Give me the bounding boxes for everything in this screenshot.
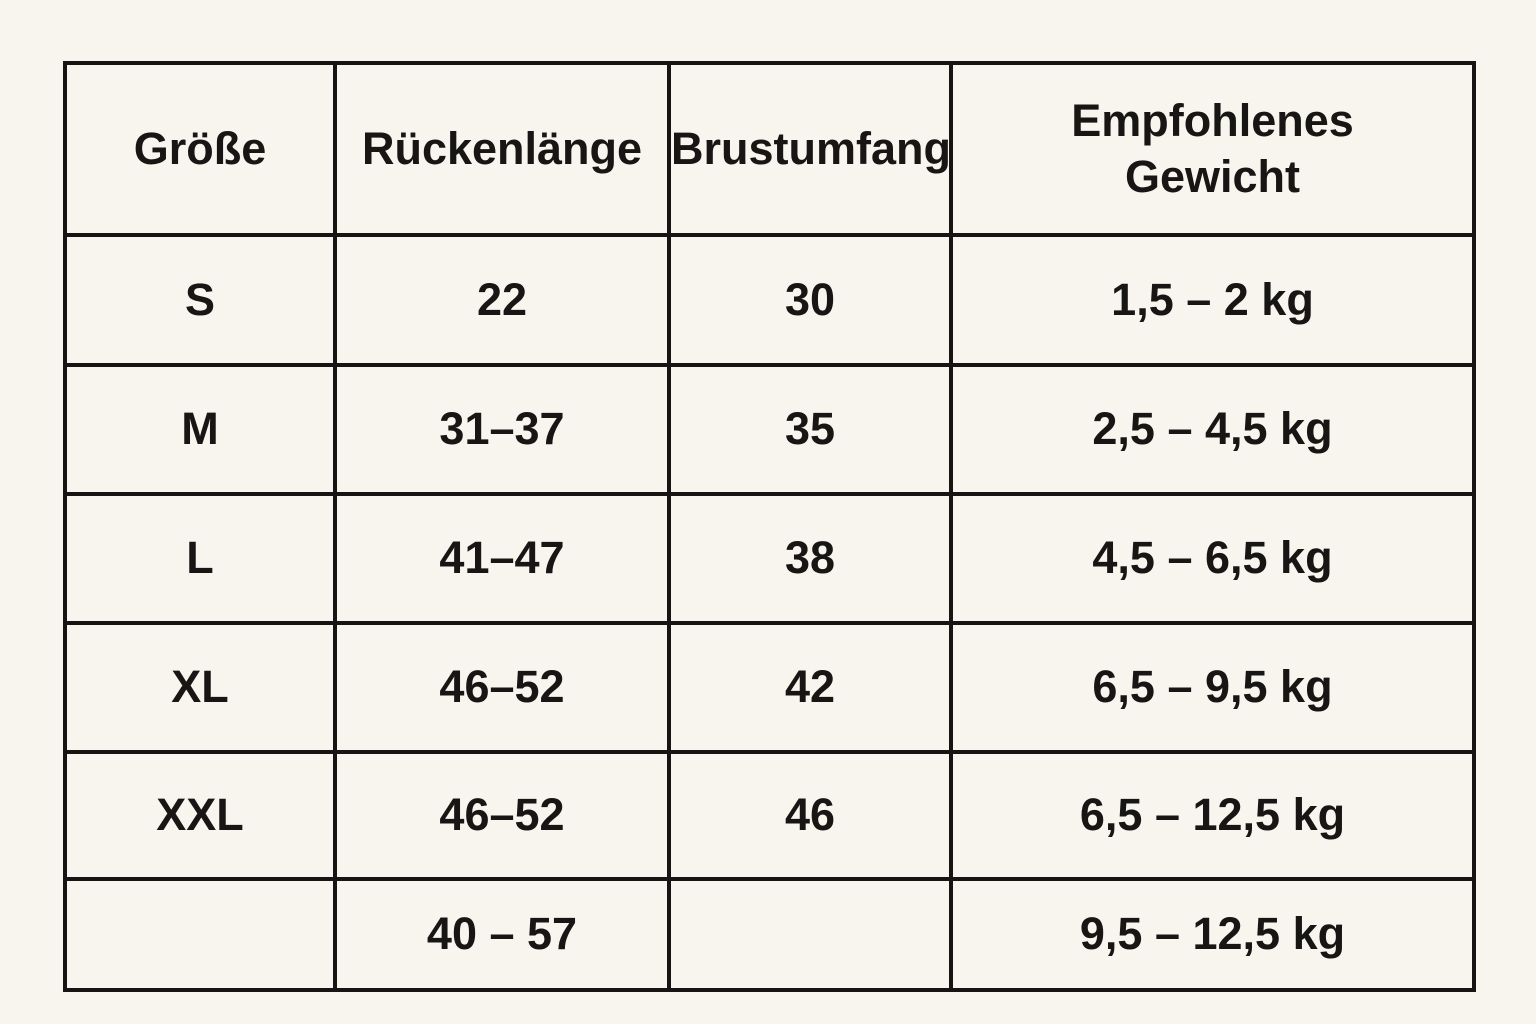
column-header-size: Größe xyxy=(63,61,337,237)
back-length-cell: 41–47 xyxy=(333,492,671,625)
size-cell: XXL xyxy=(63,750,337,881)
weight-cell: 2,5 – 4,5 kg xyxy=(949,363,1476,496)
size-cell: L xyxy=(63,492,337,625)
column-header-back-length: Rückenlänge xyxy=(333,61,671,237)
weight-cell: 6,5 – 12,5 kg xyxy=(949,750,1476,881)
table-row-last: 40 – 57 9,5 – 12,5 kg xyxy=(63,877,1476,992)
size-cell xyxy=(63,877,337,992)
chest-cell: 42 xyxy=(667,621,953,754)
size-chart-table: Größe Rückenlänge Brustumfang Empfohlene… xyxy=(63,61,1476,992)
table-row-s: S 22 30 1,5 – 2 kg xyxy=(63,233,1476,367)
table-row-xxl: XXL 46–52 46 6,5 – 12,5 kg xyxy=(63,750,1476,881)
table-row-xl: XL 46–52 42 6,5 – 9,5 kg xyxy=(63,621,1476,754)
table-row-l: L 41–47 38 4,5 – 6,5 kg xyxy=(63,492,1476,625)
chest-cell: 30 xyxy=(667,233,953,367)
back-length-cell: 46–52 xyxy=(333,750,671,881)
size-cell: S xyxy=(63,233,337,367)
back-length-cell: 46–52 xyxy=(333,621,671,754)
chest-cell: 46 xyxy=(667,750,953,881)
size-cell: XL xyxy=(63,621,337,754)
weight-cell: 9,5 – 12,5 kg xyxy=(949,877,1476,992)
back-length-cell: 31–37 xyxy=(333,363,671,496)
table-row-m: M 31–37 35 2,5 – 4,5 kg xyxy=(63,363,1476,496)
chest-cell: 35 xyxy=(667,363,953,496)
column-header-weight: Empfohlenes Gewicht xyxy=(949,61,1476,237)
chest-cell xyxy=(667,877,953,992)
weight-cell: 4,5 – 6,5 kg xyxy=(949,492,1476,625)
size-cell: M xyxy=(63,363,337,496)
weight-cell: 1,5 – 2 kg xyxy=(949,233,1476,367)
column-header-weight-label: Empfohlenes Gewicht xyxy=(1071,94,1354,202)
column-header-chest: Brustumfang xyxy=(667,61,953,237)
header-row: Größe Rückenlänge Brustumfang Empfohlene… xyxy=(63,61,1476,237)
chest-cell: 38 xyxy=(667,492,953,625)
back-length-cell: 40 – 57 xyxy=(333,877,671,992)
back-length-cell: 22 xyxy=(333,233,671,367)
weight-cell: 6,5 – 9,5 kg xyxy=(949,621,1476,754)
